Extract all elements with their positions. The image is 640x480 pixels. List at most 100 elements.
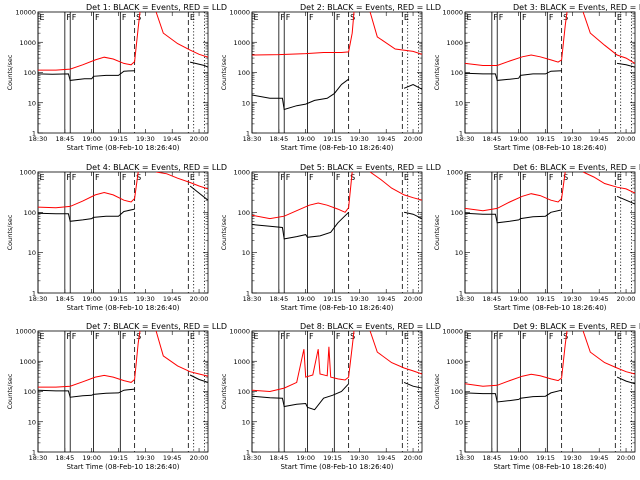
chart-det-2-series-lld [369, 12, 422, 55]
chart-det-3-ytick-label: 1 [459, 130, 463, 138]
chart-det-9-title: Det 9: BLACK = Events, RED = LLD [513, 322, 640, 331]
chart-det-9-marker-label: F [499, 332, 504, 341]
chart-det-1-xtick-label: 19:45 [163, 135, 182, 143]
chart-det-9-xlabel: Start Time (08-Feb-10 18:26:40) [493, 463, 606, 471]
chart-det-6-marker-label: E [467, 173, 472, 182]
chart-det-4-xtick-label: 18:45 [55, 295, 74, 303]
chart-det-4-xlabel: Start Time (08-Feb-10 18:26:40) [66, 304, 179, 312]
chart-det-3-series-lld [465, 12, 568, 66]
chart-det-5-title: Det 5: BLACK = Events, RED = LLD [300, 163, 441, 172]
chart-det-3-xtick-label: 18:30 [456, 135, 475, 143]
chart-det-5-series-events [403, 211, 422, 220]
chart-det-3-xtick-label: 19:15 [536, 135, 555, 143]
chart-det-7-series-lld [155, 331, 208, 377]
chart-det-2-frame [251, 11, 423, 134]
chart-det-9-series-lld [465, 331, 568, 387]
chart-det-8-title: Det 8: BLACK = Events, RED = LLD [300, 322, 441, 331]
chart-det-8-xtick-label: 19:15 [323, 454, 342, 462]
chart-det-8-xtick-label: 20:00 [404, 454, 423, 462]
chart-det-2-series-lld [252, 12, 355, 56]
chart-det-8-ylabel: Counts/sec [220, 373, 228, 409]
chart-det-3-xtick-label: 19:30 [563, 135, 582, 143]
chart-det-9-marker-label: S [563, 332, 568, 341]
chart-det-6-series-lld [582, 172, 635, 194]
chart-det-1-xtick-label: 19:30 [136, 135, 155, 143]
chart-det-3-xtick-label: 20:00 [617, 135, 636, 143]
chart-det-8-marker-label: F [336, 332, 341, 341]
chart-det-5-ytick-label: 1 [246, 290, 250, 298]
chart-det-8-xlabel: Start Time (08-Feb-10 18:26:40) [280, 463, 393, 471]
chart-det-7-ytick-label: 1 [32, 449, 36, 457]
chart-det-4-xtick-label: 20:00 [190, 295, 209, 303]
chart-det-8-series-events [252, 383, 349, 411]
chart-det-3: Det 3: BLACK = Events, RED = LLD Counts/s… [433, 3, 640, 152]
chart-det-5-marker-label: F [309, 173, 314, 182]
chart-det-1-ylabel: Counts/sec [6, 54, 14, 90]
chart-det-4-marker-label: F [72, 173, 77, 182]
chart-det-1-marker-label: F [122, 13, 127, 22]
chart-det-5-series-lld [252, 172, 353, 220]
chart-det-2-xtick-label: 19:00 [296, 135, 315, 143]
chart-det-1-ytick-label: 1000 [19, 39, 36, 47]
chart-det-5-marker-label: E [254, 173, 259, 182]
chart-det-1-marker-label: F [66, 13, 71, 22]
chart-det-1-marker-label: S [136, 13, 141, 22]
chart-det-8-marker-label: E [404, 332, 409, 341]
chart-det-1-marker-label: F [95, 13, 100, 22]
chart-det-6-ytick-label: 1 [459, 290, 463, 298]
chart-det-2-xtick-label: 20:00 [404, 135, 423, 143]
chart-det-1-title: Det 1: BLACK = Events, RED = LLD [86, 3, 227, 12]
chart-det-5-ytick-label: 100 [238, 209, 250, 217]
chart-det-9-ytick-label: 10 [455, 418, 463, 426]
chart-det-6-marker-label: S [563, 173, 568, 182]
chart-det-2-marker-label: E [404, 13, 409, 22]
chart-det-9-series-events [465, 389, 562, 403]
chart-det-3-ytick-label: 100 [451, 69, 463, 77]
chart-det-4-marker-label: F [122, 173, 127, 182]
chart-det-7-series-events [189, 374, 208, 383]
chart-det-1-series-events [38, 70, 135, 81]
chart-det-7-frame [37, 330, 209, 453]
chart-det-9-frame [464, 330, 636, 453]
chart-det-7-ytick-label: 10 [28, 418, 36, 426]
chart-det-4-marker-label: F [95, 173, 100, 182]
chart-det-7-xtick-label: 20:00 [190, 454, 209, 462]
chart-det-8-marker-label: F [286, 332, 291, 341]
chart-det-2-xlabel: Start Time (08-Feb-10 18:26:40) [280, 144, 393, 152]
chart-det-8-marker-label: F [309, 332, 314, 341]
chart-det-4-xtick-label: 19:15 [109, 295, 128, 303]
chart-det-1-xlabel: Start Time (08-Feb-10 18:26:40) [66, 144, 179, 152]
chart-det-3-series-events [465, 70, 562, 81]
chart-det-8-series-lld [252, 331, 355, 393]
chart-det-6-frame [464, 171, 636, 294]
chart-det-9-marker-label: E [467, 332, 472, 341]
chart-det-8-xtick-label: 19:00 [296, 454, 315, 462]
chart-det-6-marker-label: F [499, 173, 504, 182]
chart-det-6-series-events [465, 209, 562, 224]
chart-det-8-marker-label: S [350, 332, 355, 341]
chart-det-3-xtick-label: 19:00 [509, 135, 528, 143]
chart-det-2: Det 2: BLACK = Events, RED = LLD Counts/s… [220, 3, 441, 152]
chart-det-5-xtick-label: 18:45 [269, 295, 288, 303]
chart-det-3-marker-label: F [549, 13, 554, 22]
chart-det-4-xtick-label: 19:45 [163, 295, 182, 303]
chart-det-3-marker-label: S [563, 13, 568, 22]
chart-det-9-xtick-label: 19:15 [536, 454, 555, 462]
chart-det-7-xtick-label: 19:30 [136, 454, 155, 462]
chart-det-7-xtick-label: 19:45 [163, 454, 182, 462]
chart-det-3-marker-label: E [467, 13, 472, 22]
chart-det-1-xtick-label: 19:00 [82, 135, 101, 143]
chart-det-3-title: Det 3: BLACK = Events, RED = LLD [513, 3, 640, 12]
chart-det-9-xtick-label: 19:30 [563, 454, 582, 462]
chart-det-2-marker-label: S [350, 13, 355, 22]
chart-det-9-series-lld [582, 331, 635, 375]
chart-det-9: Det 9: BLACK = Events, RED = LLD Counts/s… [433, 322, 640, 471]
chart-det-2-marker-label: F [286, 13, 291, 22]
chart-det-6-xtick-label: 20:00 [617, 295, 636, 303]
chart-det-5-xtick-label: 18:30 [243, 295, 262, 303]
chart-det-7-marker-label: E [190, 332, 195, 341]
chart-det-9-xtick-label: 19:45 [590, 454, 609, 462]
chart-det-9-xtick-label: 19:00 [509, 454, 528, 462]
chart-det-6-series-lld [465, 172, 566, 212]
chart-det-8-frame [251, 330, 423, 453]
